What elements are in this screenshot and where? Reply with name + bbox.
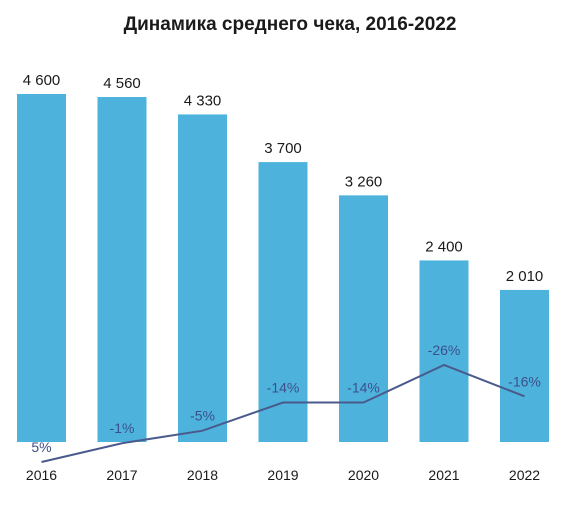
bar-value-label: 4 560 — [103, 75, 141, 92]
line-layer — [41, 363, 525, 463]
percent-label: -14% — [267, 380, 300, 396]
bar-value-label: 2 010 — [506, 268, 544, 285]
percent-label: -5% — [190, 408, 215, 424]
bar-value-label: 3 260 — [345, 173, 383, 190]
percent-label: -26% — [428, 342, 461, 358]
bar-value-label: 3 700 — [264, 140, 302, 157]
percent-label: 5% — [31, 439, 51, 455]
percent-label: -14% — [347, 380, 380, 396]
bar-2019 — [258, 162, 308, 442]
percent-labels: 5% -1% -5% -14% -14% -26% -16% — [31, 342, 540, 455]
bar-value-label: 4 600 — [23, 72, 61, 89]
x-axis-labels: 2016 2017 2018 2019 2020 2021 2022 — [26, 467, 540, 483]
x-tick-label: 2022 — [509, 467, 540, 483]
bar-2020 — [339, 195, 388, 442]
x-tick-label: 2019 — [267, 467, 298, 483]
change-line — [41, 363, 525, 463]
chart-title: Динамика среднего чека, 2016-2022 — [123, 14, 457, 35]
bar-value-label: 2 400 — [425, 238, 463, 255]
bar-2018 — [178, 114, 227, 442]
percent-label: -1% — [110, 420, 135, 436]
bar-2021 — [419, 260, 469, 442]
bar-2016 — [17, 94, 66, 442]
x-tick-label: 2018 — [187, 467, 218, 483]
x-tick-label: 2020 — [348, 467, 379, 483]
bars-layer — [17, 94, 549, 442]
bar-2022 — [500, 289, 549, 442]
bar-value-label: 4 330 — [184, 92, 222, 109]
bar-2017 — [97, 97, 147, 442]
x-tick-label: 2016 — [26, 467, 57, 483]
percent-label: -16% — [508, 373, 541, 389]
x-tick-label: 2021 — [428, 467, 459, 483]
x-tick-label: 2017 — [106, 467, 137, 483]
bar-value-labels: 4 600 4 560 4 330 3 700 3 260 2 400 2 010 — [23, 72, 544, 285]
